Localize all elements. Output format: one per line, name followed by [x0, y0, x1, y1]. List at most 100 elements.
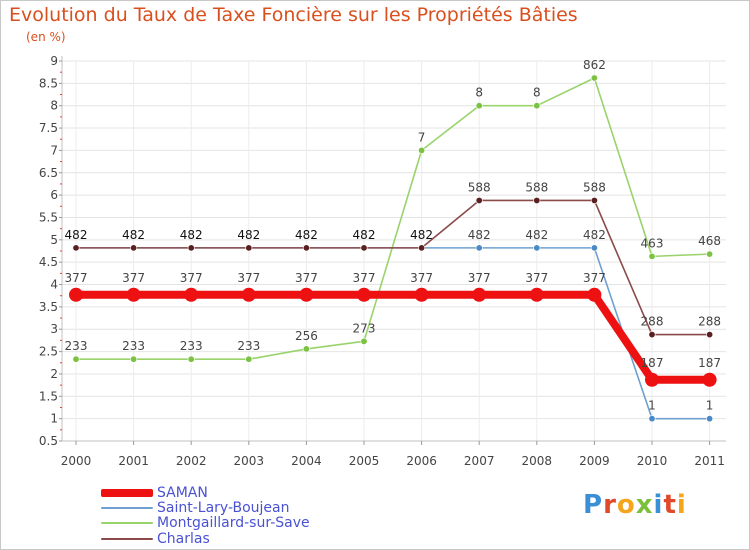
legend-swatch	[101, 538, 153, 540]
series-line-charlas	[75, 199, 711, 336]
x-tick-label-1: 2001	[118, 454, 149, 468]
legend-item-montgaillard-sur-save: Montgaillard-sur-Save	[101, 515, 310, 531]
legend-swatch	[101, 507, 153, 509]
data-label-saman-2006: 377	[410, 271, 433, 285]
y-tick-label-12: 6.5	[39, 166, 58, 180]
data-label-saman-2007: 377	[468, 271, 491, 285]
data-point-saint-lary-boujean-2008	[533, 244, 541, 252]
data-point-montgaillard-sur-save-2006	[418, 146, 426, 154]
data-label-montgaillard-sur-save-2008: 8	[533, 86, 541, 100]
data-point-saman-2008	[529, 287, 544, 302]
data-point-saman-2000	[69, 287, 83, 302]
data-label-charlas-2009: 588	[583, 180, 606, 194]
y-tick-label-14: 7.5	[39, 121, 58, 135]
legend-swatch	[101, 489, 153, 497]
series-line-montgaillard-sur-save	[75, 77, 711, 360]
data-label-montgaillard-sur-save-2001: 233	[122, 339, 145, 353]
data-label-charlas-2000: 482	[65, 228, 88, 242]
x-tick-label-7: 2007	[464, 454, 495, 468]
legend-label: Saint-Lary-Boujean	[157, 500, 290, 516]
data-label-saman-2009: 377	[583, 271, 606, 285]
y-tick-label-5: 3	[50, 322, 58, 336]
data-point-charlas-2010	[648, 331, 656, 339]
data-label-montgaillard-sur-save-2009: 862	[583, 58, 606, 72]
data-label-charlas-2008: 588	[525, 180, 548, 194]
data-point-saman-2009	[587, 287, 602, 302]
data-point-charlas-2011	[706, 331, 714, 339]
data-point-montgaillard-sur-save-2005	[360, 337, 368, 345]
data-label-montgaillard-sur-save-2002: 233	[180, 339, 203, 353]
data-label-charlas-2007: 588	[468, 180, 491, 194]
y-tick-label-17: 9	[50, 54, 58, 68]
data-label-montgaillard-sur-save-2007: 8	[475, 86, 483, 100]
data-point-saman-2002	[184, 287, 199, 302]
data-point-charlas-2000	[72, 244, 80, 252]
data-point-saman-2006	[414, 287, 429, 302]
y-tick-label-0: 0.5	[39, 434, 58, 448]
logo-letter: P	[583, 490, 604, 520]
y-tick-label-11: 6	[50, 188, 58, 202]
data-label-montgaillard-sur-save-2004: 256	[295, 329, 318, 343]
data-label-saman-2000: 377	[65, 271, 88, 285]
data-point-saman-2004	[299, 287, 314, 302]
legend-swatch	[101, 522, 153, 524]
proxiti-logo: Proxiti	[583, 490, 687, 520]
y-tick-label-2: 1.5	[39, 389, 58, 403]
data-label-saman-2002: 377	[180, 271, 203, 285]
data-point-saman-2011	[702, 372, 717, 387]
legend-item-charlas: Charlas	[101, 531, 210, 547]
y-tick-label-3: 2	[50, 367, 58, 381]
data-point-charlas-2007	[475, 196, 483, 204]
x-tick-label-11: 2011	[694, 454, 725, 468]
x-tick-label-9: 2009	[579, 454, 610, 468]
data-label-saman-2004: 377	[295, 271, 318, 285]
data-point-saman-2007	[472, 287, 487, 302]
data-point-saman-2005	[357, 287, 371, 302]
data-label-charlas-2006: 482	[410, 228, 433, 242]
data-label-charlas-2010: 288	[641, 315, 664, 329]
legend-item-saman: SAMAN	[101, 485, 208, 501]
data-label-saman-2011: 187	[698, 356, 721, 370]
chart-title: Evolution du Taux de Taxe Foncière sur l…	[9, 4, 578, 26]
data-point-montgaillard-sur-save-2002	[187, 355, 195, 363]
data-point-montgaillard-sur-save-2011	[706, 250, 714, 258]
legend-label: Charlas	[157, 531, 210, 547]
data-point-charlas-2002	[187, 244, 195, 252]
data-label-saint-lary-boujean-2009: 482	[583, 228, 606, 242]
y-tick-label-1: 1	[50, 412, 58, 426]
legend-label: Montgaillard-sur-Save	[157, 515, 310, 531]
plot-area	[62, 61, 726, 441]
y-tick-label-16: 8.5	[39, 76, 58, 90]
data-point-montgaillard-sur-save-2004	[302, 345, 310, 353]
logo-letter: t	[663, 490, 677, 520]
data-label-saint-lary-boujean-2011: 1	[706, 399, 714, 413]
x-tick-label-10: 2010	[637, 454, 668, 468]
data-label-charlas-2004: 482	[295, 228, 318, 242]
data-point-montgaillard-sur-save-2010	[648, 252, 656, 260]
data-point-montgaillard-sur-save-2000	[72, 355, 80, 363]
logo-letter: o	[616, 490, 636, 520]
data-label-charlas-2001: 482	[122, 228, 145, 242]
data-label-charlas-2011: 288	[698, 315, 721, 329]
data-point-saint-lary-boujean-2007	[475, 244, 483, 252]
logo-letter: i	[653, 490, 664, 520]
data-label-saman-2003: 377	[237, 271, 260, 285]
data-point-saman-2003	[241, 287, 256, 302]
x-tick-label-4: 2004	[291, 454, 322, 468]
data-point-montgaillard-sur-save-2003	[245, 355, 253, 363]
x-tick-label-0: 2000	[61, 454, 92, 468]
y-tick-label-15: 8	[50, 99, 58, 113]
y-tick-label-7: 4	[50, 278, 58, 292]
data-label-montgaillard-sur-save-2006: 7	[418, 130, 426, 144]
data-point-montgaillard-sur-save-2009	[590, 74, 598, 82]
legend-item-saint-lary-boujean: Saint-Lary-Boujean	[101, 500, 290, 516]
data-point-charlas-2004	[302, 244, 310, 252]
y-tick-label-9: 5	[50, 233, 58, 247]
data-label-saman-2010: 187	[641, 356, 664, 370]
data-point-charlas-2006	[418, 244, 426, 252]
y-tick-label-8: 4.5	[39, 255, 58, 269]
logo-letter: x	[635, 490, 654, 520]
data-point-montgaillard-sur-save-2001	[130, 355, 138, 363]
